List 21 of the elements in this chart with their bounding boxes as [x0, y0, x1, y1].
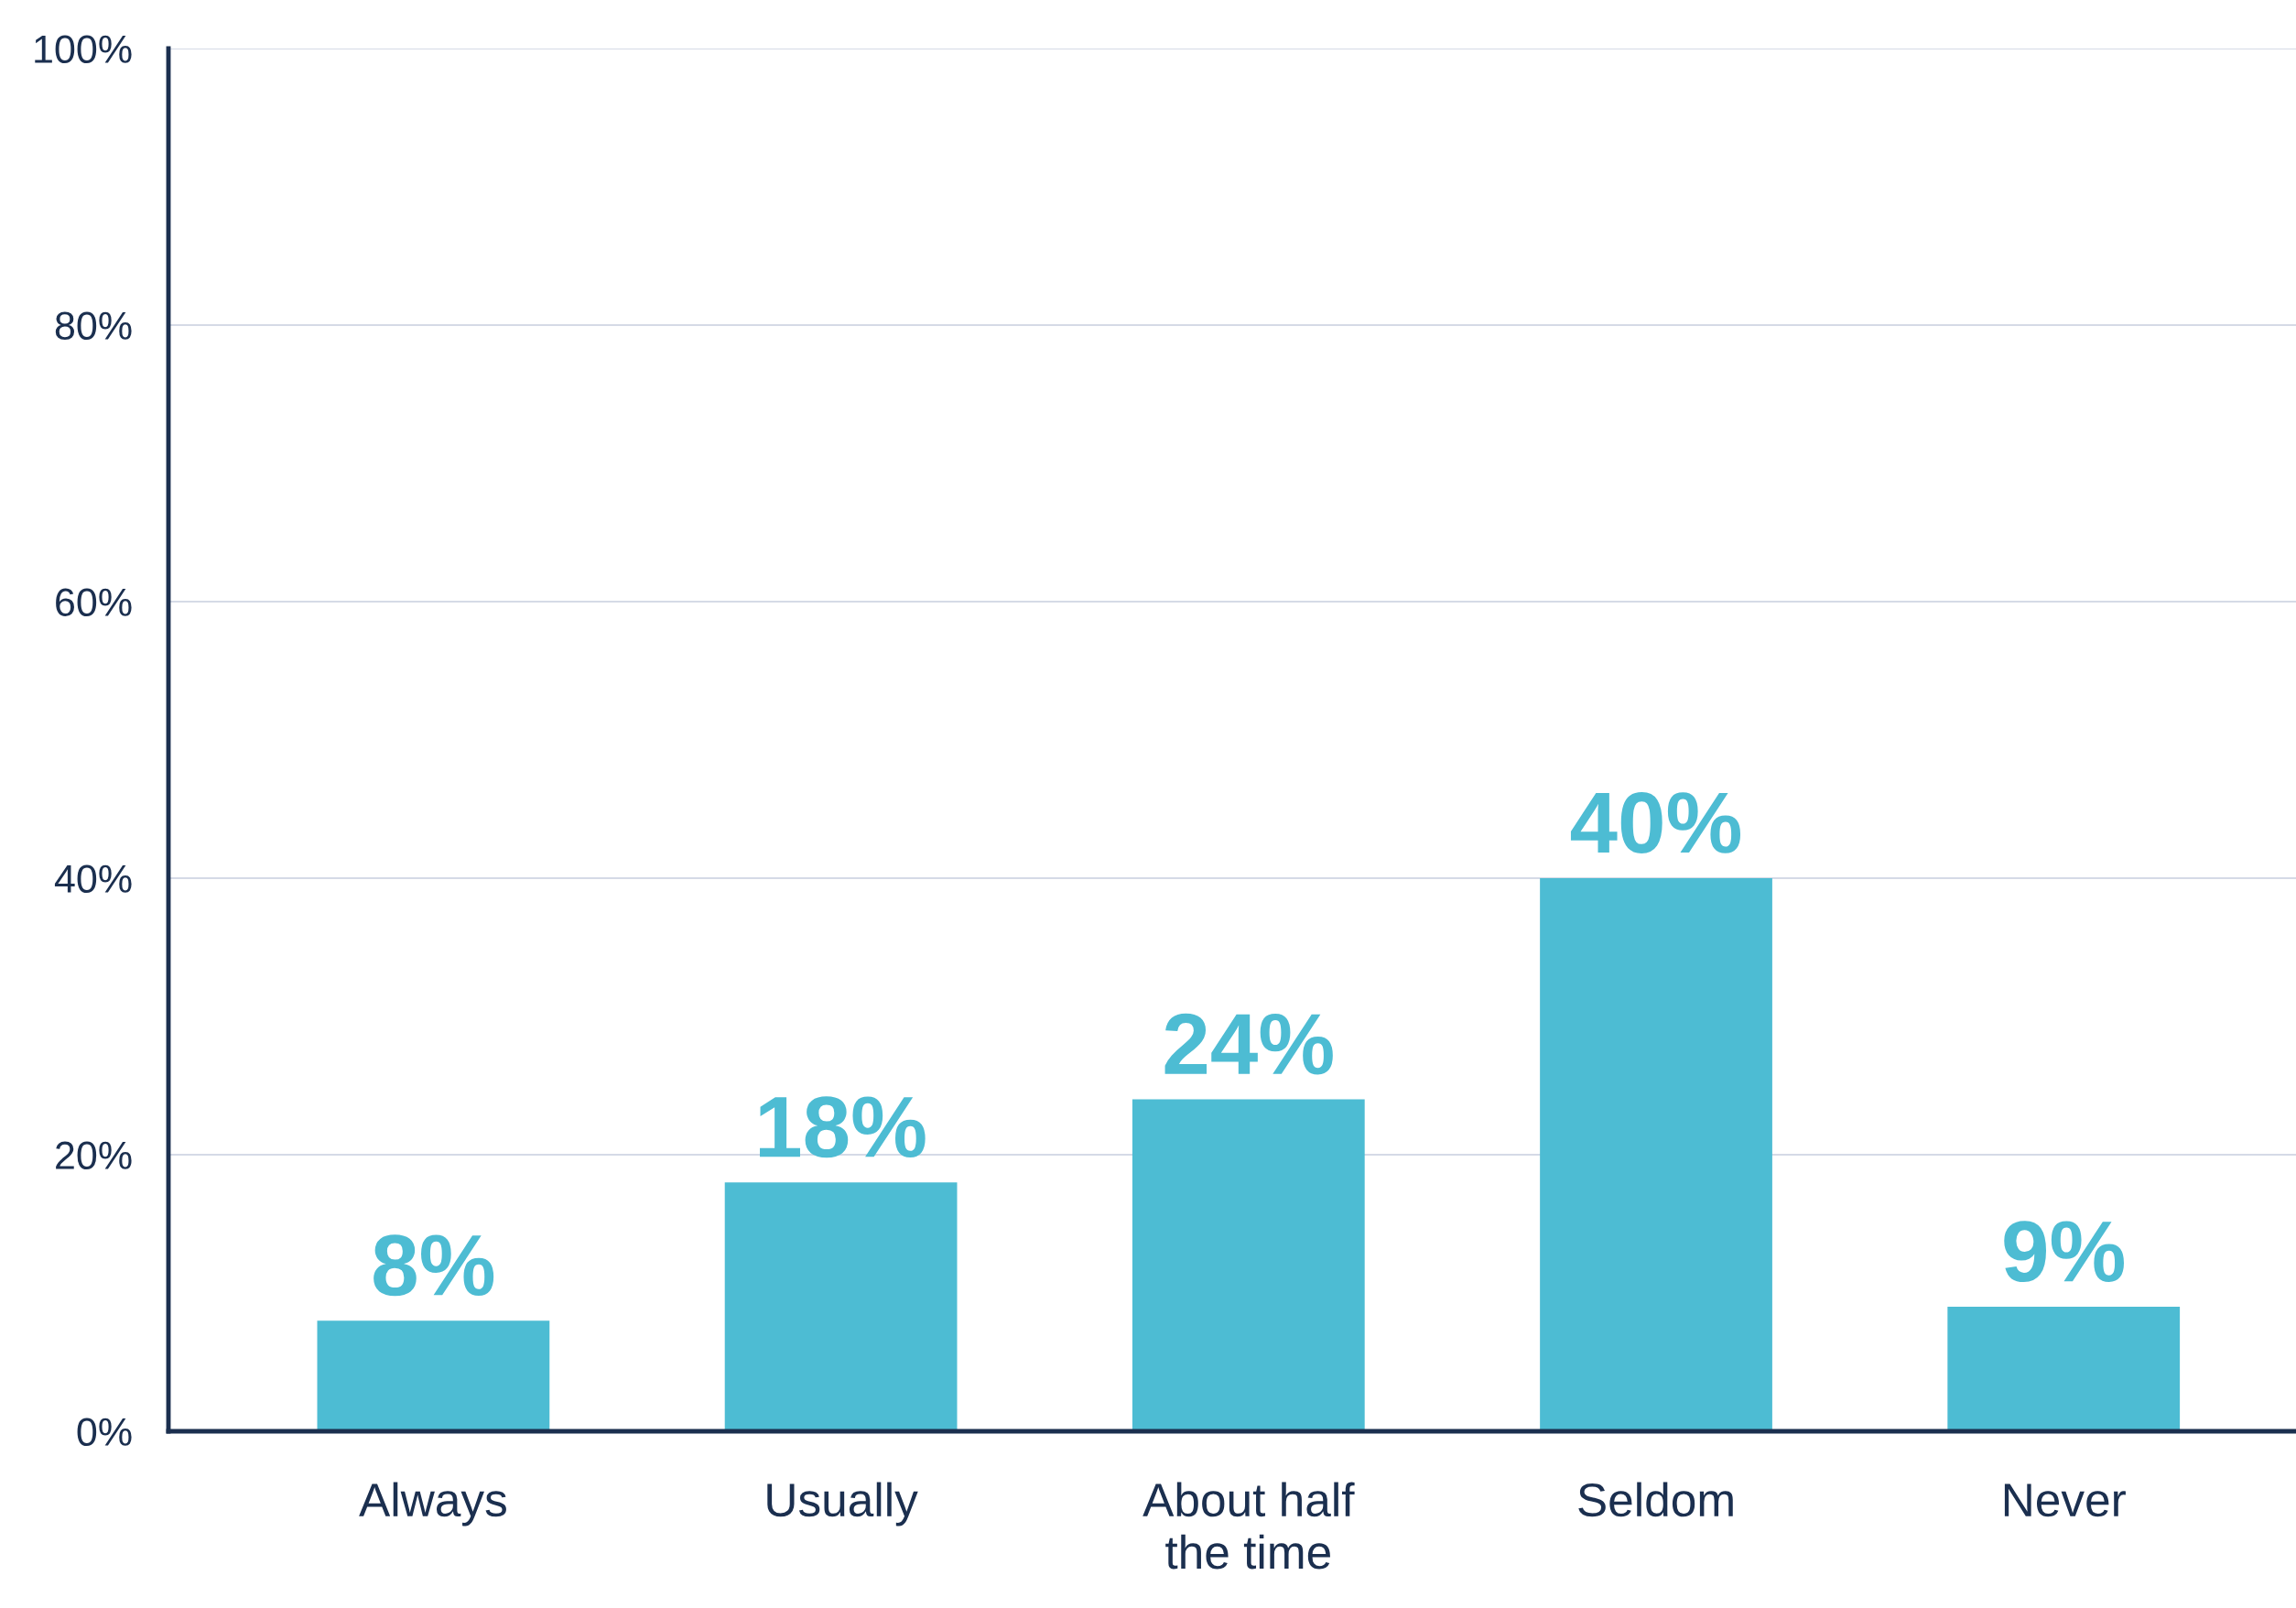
x-tick-label: Seldom — [1578, 1482, 1733, 1517]
data-label: 18% — [760, 1096, 926, 1158]
bar — [1132, 1099, 1365, 1431]
x-tick-label: About half the time — [1143, 1482, 1355, 1570]
data-label: 8% — [374, 1234, 494, 1297]
y-tick-label: 0% — [77, 1418, 132, 1447]
data-label: 40% — [1570, 792, 1741, 853]
y-tick-label: 20% — [56, 1141, 132, 1170]
y-tick-label: 60% — [56, 588, 132, 617]
y-tick-label: 40% — [54, 864, 132, 894]
y-tick-label: 100% — [35, 35, 132, 64]
x-tick-label: Usually — [767, 1482, 918, 1527]
x-tick-label: Always — [359, 1482, 506, 1527]
data-label: 24% — [1164, 1013, 1333, 1075]
bar — [724, 1182, 958, 1431]
data-label: 9% — [2004, 1221, 2124, 1283]
bar — [1947, 1307, 2181, 1431]
y-tick-label: 80% — [55, 311, 132, 341]
bar — [1540, 878, 1772, 1431]
x-tick-label: Never — [2004, 1483, 2126, 1517]
bar — [317, 1320, 550, 1431]
